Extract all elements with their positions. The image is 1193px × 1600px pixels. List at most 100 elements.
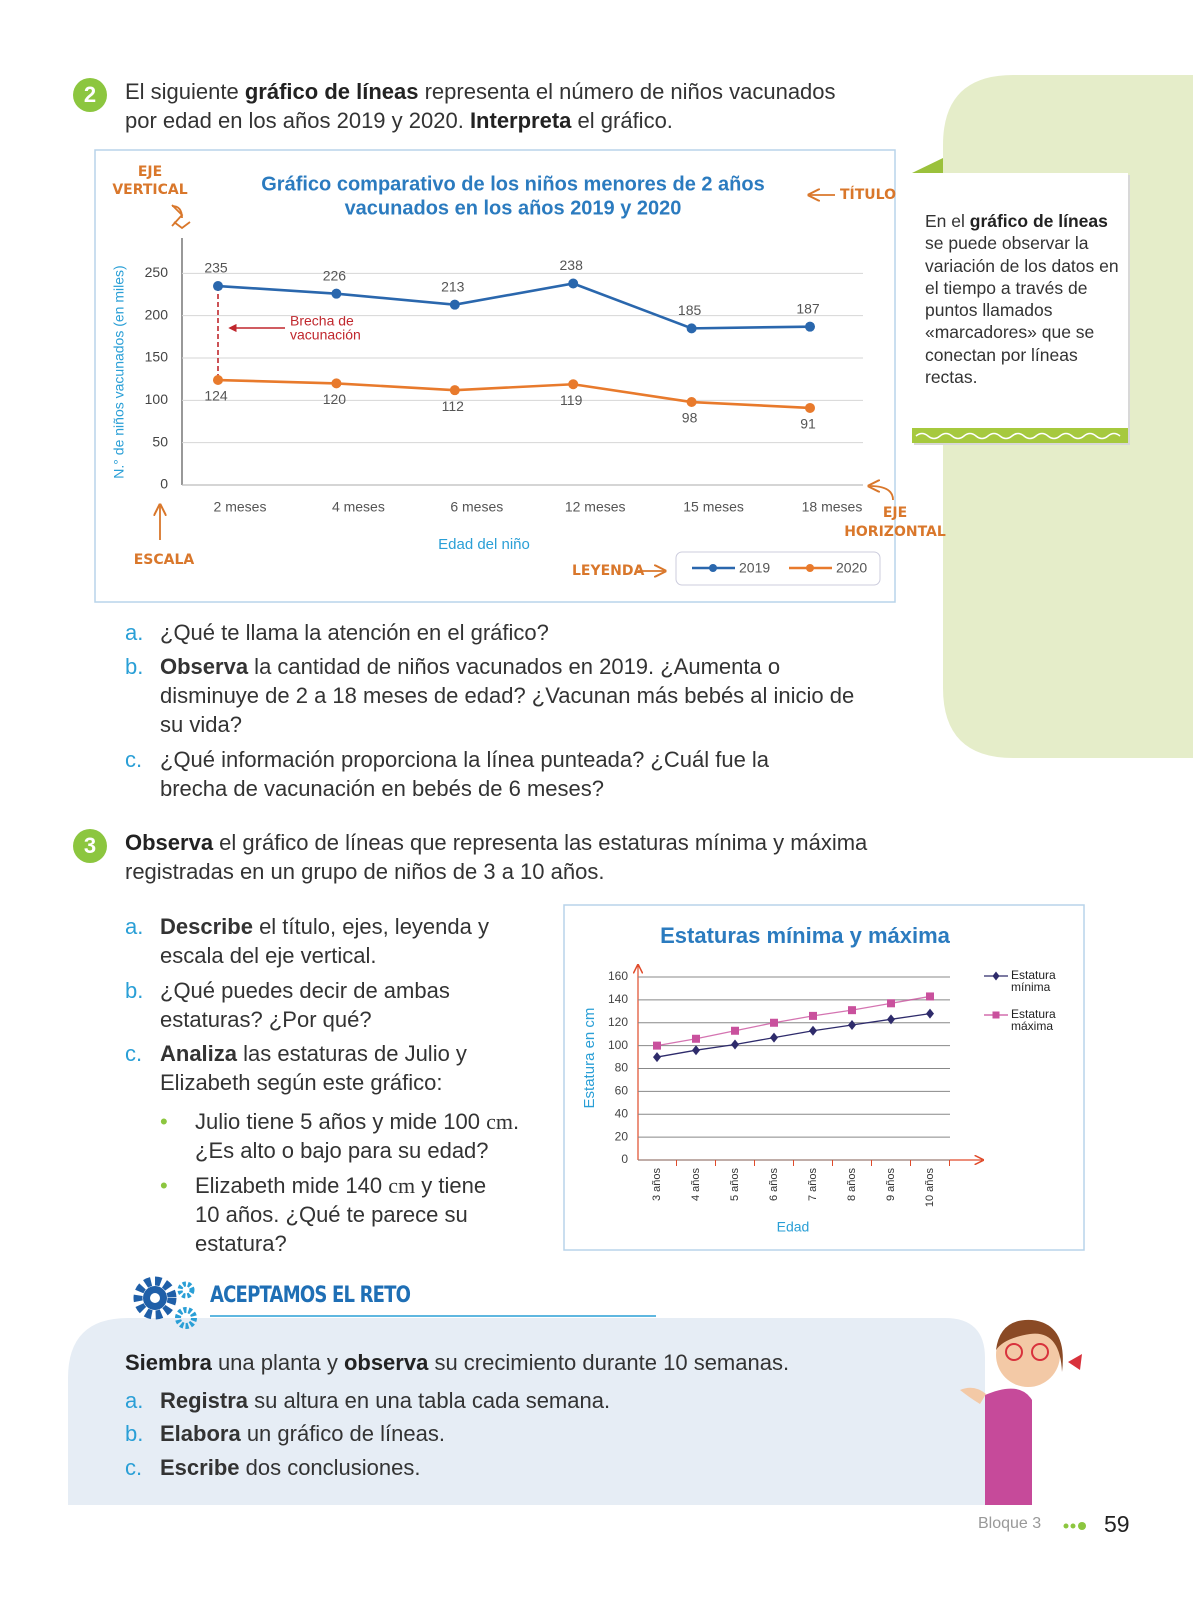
question-letter: b. [125,978,144,1003]
bold-text: Analiza [160,1041,238,1066]
chart-frame [563,904,1085,1251]
x-tick-label: 9 años [885,1168,897,1202]
marker [805,321,815,332]
data-label: 235 [204,260,228,276]
y-tick-label: 40 [615,1106,629,1120]
marker [331,288,342,299]
footer-dot [1070,1523,1076,1529]
question-text: Describe el título, ejes, leyenda y esca… [160,912,515,970]
legend-label: 2020 [836,560,867,576]
y-tick-label: 100 [145,391,169,407]
chart-title: vacunados en los años 2019 y 2020 [345,197,682,219]
gap-label: Brecha de [290,313,354,329]
data-label: 185 [678,302,702,318]
marker [848,1006,856,1015]
text: una planta y [211,1350,344,1375]
annotation-arrow [171,205,191,230]
y-tick-label: 140 [608,992,628,1006]
marker [887,1014,895,1025]
exercise-number: 3 [73,829,107,863]
bold-text: gráfico de líneas [244,79,419,104]
legend-label: Estatura máxima [1011,1007,1056,1033]
marker [926,1008,934,1019]
footer-dot [1063,1523,1069,1529]
y-axis-label: Estatura en cm [581,1008,598,1109]
annotation: HORIZONTAL [844,524,946,540]
marker [992,971,1000,981]
x-axis-label: Edad del niño [438,536,530,553]
x-tick-label: 4 años [690,1168,702,1202]
y-tick-label: 50 [152,433,168,449]
text: su altura en una tabla cada semana. [248,1388,611,1413]
chart-frame [94,149,896,603]
data-label: 124 [204,388,228,404]
item-text: Escribe dos conclusiones. [160,1453,810,1482]
annotation-arrow [870,486,894,501]
data-label: 226 [323,267,347,283]
item-letter: a. [125,1388,144,1413]
annotation: ESCALA [134,552,195,568]
bullet-text: Elizabeth mide 140 cm y tiene 10 años. ¿… [195,1171,515,1258]
legend-marker [709,564,717,572]
question-text: Observa la cantidad de niños vacunados e… [160,652,860,739]
marker [686,323,697,334]
exercise-number: 2 [73,78,107,112]
x-tick-label: 6 años [768,1168,780,1202]
marker [848,1020,856,1031]
text: el gráfico de líneas que representa las … [125,830,868,884]
girl-illustration [960,1319,1082,1505]
unit: cm [388,1173,416,1198]
legend-box [675,551,881,586]
text: ¿Qué información proporciona la línea pu… [160,747,770,801]
question-letter: a. [125,914,144,939]
x-tick-label: 5 años [729,1168,741,1202]
question-letter: a. [125,620,144,645]
y-tick-label: 100 [608,1038,628,1052]
statement: El siguiente gráfico de líneas represent… [125,77,845,135]
statement: Observa el gráfico de líneas que represe… [125,828,915,886]
series-line [656,1012,931,1058]
y-tick-label: 120 [608,1015,628,1029]
marker [809,1025,817,1036]
chart-title: Gráfico comparativo de los niños menores… [261,173,764,195]
x-tick-label: 8 años [846,1168,858,1202]
unit: cm [486,1109,513,1134]
marker [809,1011,817,1020]
marker [992,1011,1000,1019]
gears-icon [133,1276,197,1329]
bold-text: Describe [160,914,253,939]
y-tick-label: 200 [145,306,169,322]
x-tick-label: 10 años [924,1168,936,1208]
text: En el [925,211,970,231]
annotation: TÍTULO [840,186,896,203]
y-tick-label: 150 [145,349,169,365]
text: un gráfico de líneas. [240,1421,445,1446]
text: las estaturas de Julio y Elizabeth según… [160,1041,467,1095]
chart-title: Estaturas mínima y máxima [660,923,951,948]
text: Elizabeth mide 140 [195,1173,389,1198]
marker [653,1041,661,1050]
annotation: EJE [138,164,162,180]
series-line [217,282,811,330]
annotation: LEYENDA [572,563,645,579]
bold-text: Interpreta [469,108,572,133]
y-axis-label: N.° de niños vacunados (en miles) [111,265,127,478]
x-tick-label: 15 meses [683,499,744,515]
challenge-intro: Siembra una planta y observa su crecimie… [125,1348,925,1377]
data-label: 119 [560,392,583,408]
x-tick-label: 6 meses [450,499,503,515]
bullet-text: Julio tiene 5 años y mide 100 cm. ¿Es al… [195,1107,540,1165]
data-label: 187 [796,300,820,316]
data-label: 98 [682,410,698,426]
question-letter: c. [125,747,143,772]
text: su crecimiento durante 10 semanas. [428,1350,790,1375]
sidebar-tab [912,158,943,173]
question-text: ¿Qué información proporciona la línea pu… [160,745,840,803]
question-letter: c. [125,1041,143,1066]
data-label: 120 [323,391,347,407]
text: representa el número de niños vacunados … [125,79,836,133]
marker [213,281,223,292]
text: ¿Qué te llama la atención en el gráfico? [160,620,549,645]
marker [449,385,460,396]
